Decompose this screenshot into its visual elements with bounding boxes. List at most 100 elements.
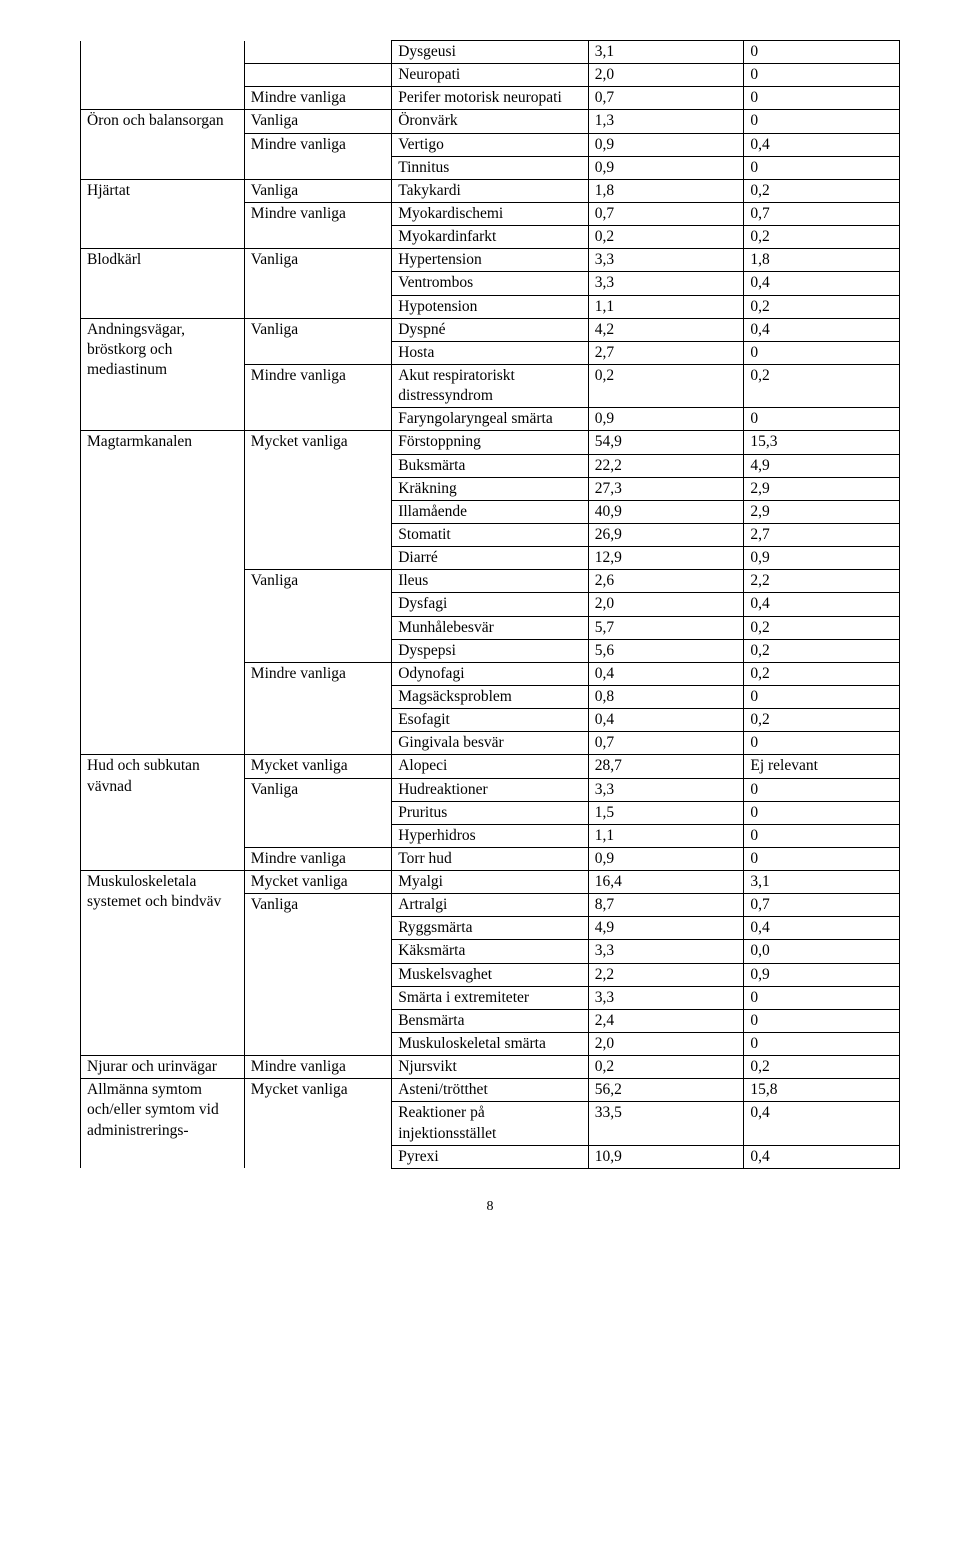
reaction-cell: Perifer motorisk neuropati	[392, 87, 589, 110]
frequency-cell	[244, 917, 391, 940]
organ-system-cell: Andningsvägar, bröstkorg och mediastinum	[81, 318, 245, 431]
reaction-cell: Myalgi	[392, 871, 589, 894]
value-b-cell: 0,9	[744, 963, 900, 986]
reaction-cell: Muskelsvaghet	[392, 963, 589, 986]
value-a-cell: 10,9	[588, 1145, 744, 1168]
frequency-cell: Mindre vanliga	[244, 133, 391, 156]
table-row: Allmänna symtom och/eller symtom vid adm…	[81, 1079, 900, 1102]
frequency-cell	[244, 639, 391, 662]
value-b-cell: 0,4	[744, 593, 900, 616]
reaction-cell: Förstoppning	[392, 431, 589, 454]
organ-system-cell	[81, 87, 245, 110]
frequency-cell: Vanliga	[244, 249, 391, 272]
value-b-cell: 0	[744, 156, 900, 179]
frequency-cell	[244, 709, 391, 732]
frequency-cell	[244, 156, 391, 179]
value-a-cell: 54,9	[588, 431, 744, 454]
value-a-cell: 2,0	[588, 1033, 744, 1056]
value-b-cell: 0,4	[744, 1102, 900, 1145]
value-a-cell: 8,7	[588, 894, 744, 917]
value-a-cell: 0,9	[588, 847, 744, 870]
value-a-cell: 0,9	[588, 156, 744, 179]
organ-system-cell: Muskuloskeletala systemet och bindväv	[81, 871, 245, 1056]
organ-system-cell	[81, 64, 245, 87]
reaction-cell: Alopeci	[392, 755, 589, 778]
table-row: BlodkärlVanligaHypertension3,31,8	[81, 249, 900, 272]
reaction-cell: Buksmärta	[392, 454, 589, 477]
frequency-cell: Vanliga	[244, 778, 391, 801]
value-b-cell: 4,9	[744, 454, 900, 477]
value-b-cell: 0	[744, 1033, 900, 1056]
value-b-cell: 0	[744, 824, 900, 847]
value-b-cell: 0,2	[744, 1056, 900, 1079]
value-b-cell: 0	[744, 408, 900, 431]
value-b-cell: 0	[744, 801, 900, 824]
value-b-cell: 1,8	[744, 249, 900, 272]
reaction-cell: Pruritus	[392, 801, 589, 824]
reaction-cell: Njursvikt	[392, 1056, 589, 1079]
value-a-cell: 40,9	[588, 500, 744, 523]
value-a-cell: 2,0	[588, 593, 744, 616]
reaction-cell: Smärta i extremiteter	[392, 986, 589, 1009]
value-b-cell: 0,4	[744, 1145, 900, 1168]
value-a-cell: 2,2	[588, 963, 744, 986]
reaction-cell: Stomatit	[392, 523, 589, 546]
reaction-cell: Ventrombos	[392, 272, 589, 295]
value-b-cell: 0	[744, 341, 900, 364]
reaction-cell: Magsäcksproblem	[392, 685, 589, 708]
frequency-cell: Vanliga	[244, 570, 391, 593]
reaction-cell: Dysgeusi	[392, 41, 589, 64]
value-a-cell: 4,2	[588, 318, 744, 341]
value-a-cell: 1,3	[588, 110, 744, 133]
reaction-cell: Gingivala besvär	[392, 732, 589, 755]
reaction-cell: Artralgi	[392, 894, 589, 917]
reaction-cell: Öronvärk	[392, 110, 589, 133]
value-b-cell: 0,7	[744, 202, 900, 225]
value-b-cell: 0,4	[744, 133, 900, 156]
value-a-cell: 2,7	[588, 341, 744, 364]
table-row: Andningsvägar, bröstkorg och mediastinum…	[81, 318, 900, 341]
value-a-cell: 2,6	[588, 570, 744, 593]
reaction-cell: Ileus	[392, 570, 589, 593]
frequency-cell	[244, 732, 391, 755]
value-b-cell: 0,2	[744, 639, 900, 662]
frequency-cell	[244, 41, 391, 64]
reaction-cell: Odynofagi	[392, 662, 589, 685]
reaction-cell: Bensmärta	[392, 1009, 589, 1032]
value-a-cell: 0,8	[588, 685, 744, 708]
value-b-cell: 2,2	[744, 570, 900, 593]
reaction-cell: Torr hud	[392, 847, 589, 870]
table-row: HjärtatVanligaTakykardi1,80,2	[81, 179, 900, 202]
value-a-cell: 4,9	[588, 917, 744, 940]
frequency-cell: Mindre vanliga	[244, 1056, 391, 1079]
value-a-cell: 33,5	[588, 1102, 744, 1145]
table-row: Öron och balansorganVanligaÖronvärk1,30	[81, 110, 900, 133]
page-number: 8	[80, 1199, 900, 1215]
value-a-cell: 28,7	[588, 755, 744, 778]
reaction-cell: Hudreaktioner	[392, 778, 589, 801]
frequency-cell	[244, 64, 391, 87]
reaction-cell: Käksmärta	[392, 940, 589, 963]
value-b-cell: 0	[744, 41, 900, 64]
table-row: Dysgeusi3,10	[81, 41, 900, 64]
frequency-cell	[244, 408, 391, 431]
value-a-cell: 1,1	[588, 295, 744, 318]
organ-system-cell: Njurar och urinvägar	[81, 1056, 245, 1079]
frequency-cell	[244, 500, 391, 523]
frequency-cell	[244, 940, 391, 963]
table-row: Hud och subkutan vävnadMycket vanligaAlo…	[81, 755, 900, 778]
value-a-cell: 0,4	[588, 662, 744, 685]
value-a-cell: 3,3	[588, 940, 744, 963]
value-b-cell: 2,9	[744, 477, 900, 500]
frequency-cell	[244, 477, 391, 500]
organ-system-cell: Öron och balansorgan	[81, 110, 245, 179]
value-b-cell: 0,4	[744, 318, 900, 341]
organ-system-cell: Hjärtat	[81, 179, 245, 248]
value-b-cell: 0	[744, 778, 900, 801]
reaction-cell: Akut respiratoriskt distressyndrom	[392, 364, 589, 407]
value-b-cell: 0	[744, 1009, 900, 1032]
organ-system-cell	[81, 41, 245, 64]
value-b-cell: 0	[744, 64, 900, 87]
reaction-cell: Hypotension	[392, 295, 589, 318]
value-a-cell: 2,0	[588, 64, 744, 87]
